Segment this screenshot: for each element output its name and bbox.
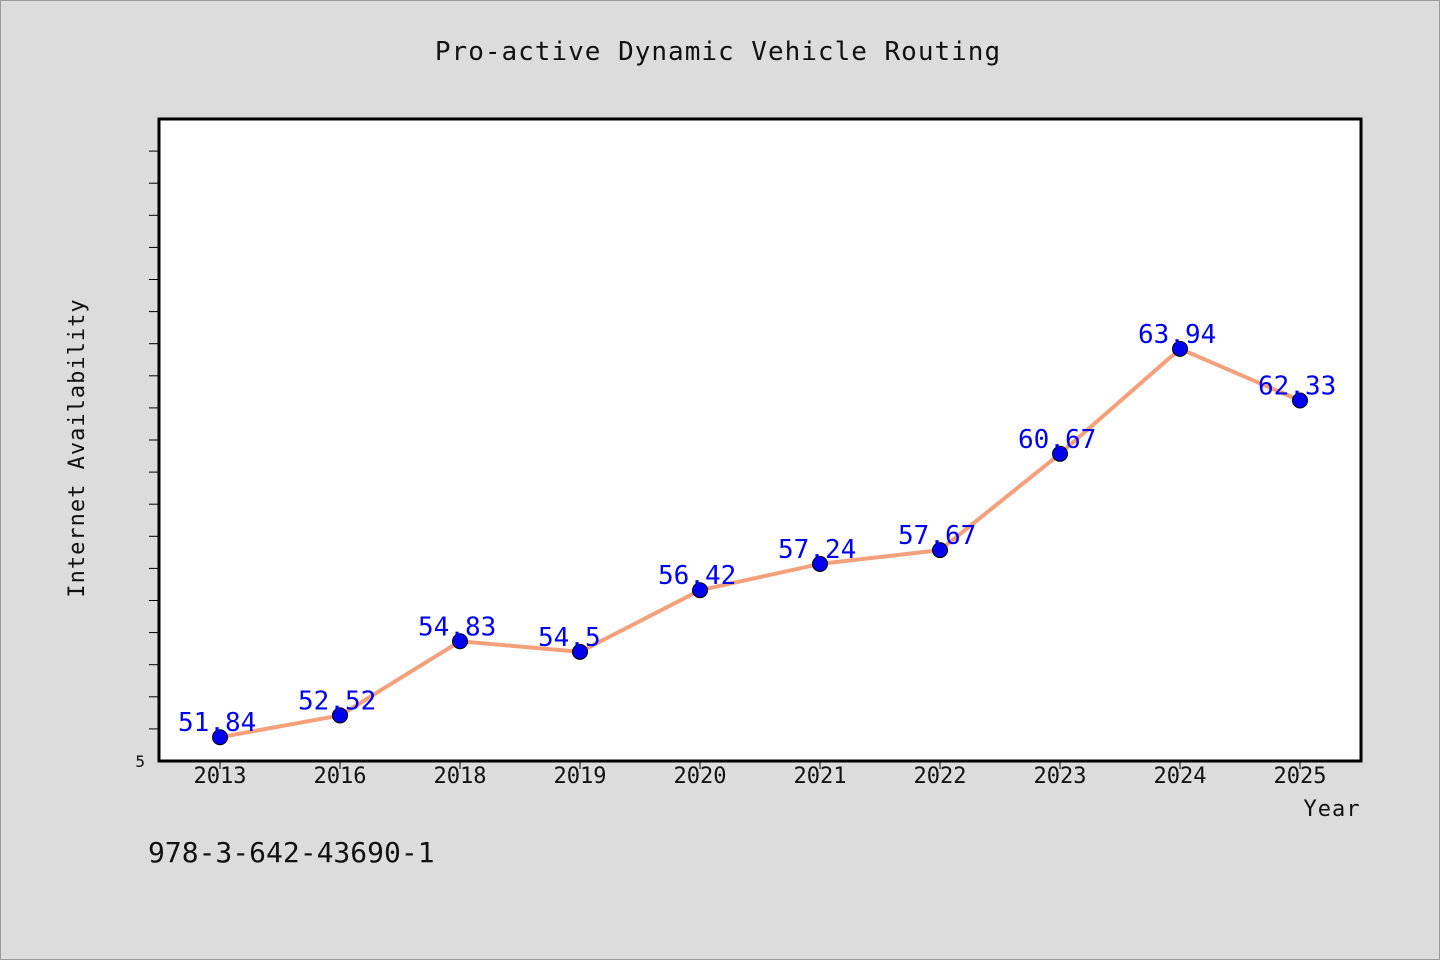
data-point-2024	[1172, 340, 1188, 357]
x-axis-label: Year	[1304, 797, 1361, 822]
data-label-2018: 54.83	[418, 612, 496, 642]
y-axis-ticks: 5	[135, 150, 159, 771]
data-point-2022	[932, 542, 948, 559]
data-label-2023: 60.67	[1018, 425, 1096, 455]
data-label-2013: 51.84	[178, 708, 256, 738]
chart-title: Pro-active Dynamic Vehicle Routing	[435, 37, 1001, 67]
x-tick-label-2023: 2023	[1034, 764, 1087, 789]
data-point-2018	[452, 633, 468, 650]
data-point-2023	[1052, 445, 1068, 462]
x-tick-label-2021: 2021	[794, 764, 847, 789]
data-point-2020	[692, 582, 708, 599]
x-tick-label-2013: 2013	[194, 764, 247, 789]
data-point-2019	[572, 643, 588, 660]
data-label-2021: 57.24	[778, 535, 856, 565]
data-point-2021	[812, 555, 828, 572]
x-tick-label-2022: 2022	[914, 764, 967, 789]
data-point-2016	[332, 707, 348, 724]
x-axis-ticks: 2013 2016 2018 2019 2020 2021 2022 2023 2024 2025	[194, 761, 1327, 789]
data-label-2022: 57.67	[898, 521, 976, 551]
x-tick-label-2020: 2020	[674, 764, 727, 789]
y-axis-label: Internet Availability	[65, 298, 90, 597]
data-label-2024: 63.94	[1138, 320, 1216, 350]
x-tick-label-2024: 2024	[1154, 764, 1207, 789]
data-label-2020: 56.42	[658, 561, 736, 591]
data-label-2025: 62.33	[1258, 372, 1336, 402]
footer-isbn: 978-3-642-43690-1	[148, 836, 435, 869]
data-point-2013	[212, 729, 228, 746]
data-label-2019: 54.5	[538, 623, 601, 653]
x-tick-label-2025: 2025	[1274, 764, 1327, 789]
data-point-2025	[1292, 392, 1308, 409]
series-line	[219, 346, 1301, 740]
x-tick-label-2016: 2016	[314, 764, 367, 789]
data-labels: 51.84 52.52 54.83 54.5 56.42 57.24 57.67 60.67 6…	[178, 320, 1336, 738]
series-markers	[212, 340, 1308, 746]
plot-area	[157, 117, 1363, 763]
x-tick-label-2018: 2018	[434, 764, 487, 789]
y-tick-label-0: 5	[135, 752, 145, 771]
x-tick-label-2019: 2019	[554, 764, 607, 789]
data-label-2016: 52.52	[298, 686, 376, 716]
